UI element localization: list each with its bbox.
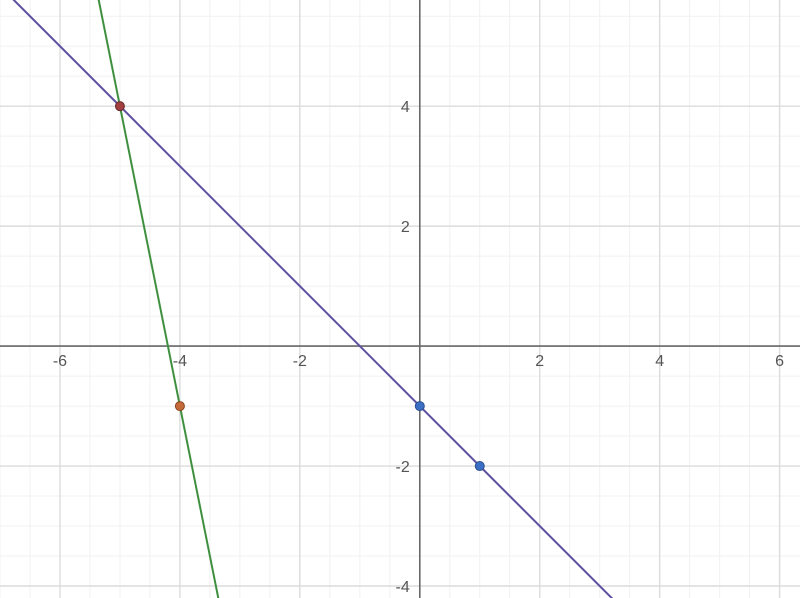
y-tick-label: 2 [401,219,410,236]
y-tick-label: -2 [396,459,410,476]
point-intersection [115,102,124,111]
y-tick-label: 4 [401,99,410,116]
coordinate-graph: -6 -4 -2 2 4 6 -4 -2 2 4 [0,0,800,598]
x-tick-label: -2 [293,353,307,370]
x-tick-label: 2 [535,353,544,370]
x-tick-label: 4 [655,353,664,370]
point-blue-b [475,462,484,471]
x-tick-label: -6 [53,353,67,370]
point-green-mid [175,402,184,411]
x-tick-label: -4 [173,353,187,370]
graph-svg: -6 -4 -2 2 4 6 -4 -2 2 4 [0,0,800,598]
point-blue-a [415,402,424,411]
x-tick-label: 6 [775,353,784,370]
y-tick-label: -4 [396,579,410,596]
